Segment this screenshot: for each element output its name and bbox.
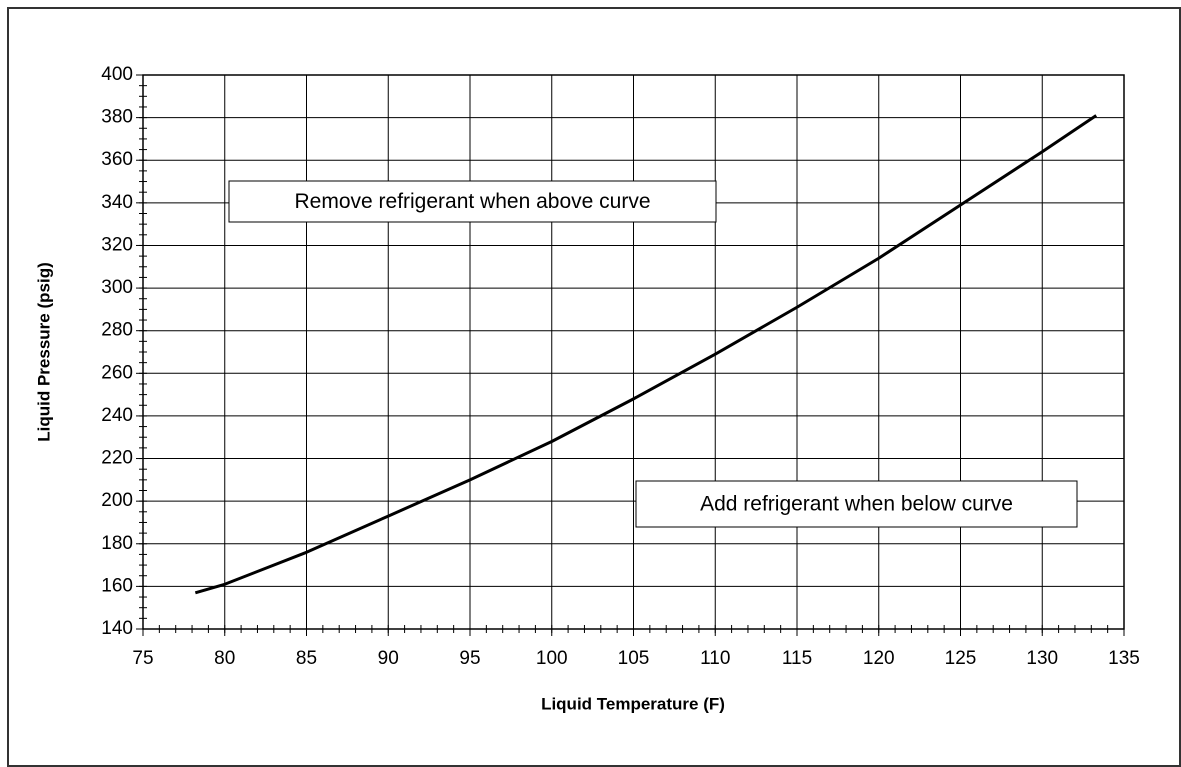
y-tick-label: 360 bbox=[101, 149, 133, 170]
x-tick-label: 95 bbox=[459, 648, 480, 669]
y-axis-title: Liquid Pressure (psig) bbox=[34, 262, 53, 441]
y-tick-label: 180 bbox=[101, 533, 133, 554]
x-tick-label: 110 bbox=[700, 648, 730, 669]
x-tick-label: 75 bbox=[132, 648, 153, 669]
y-tick-label: 140 bbox=[101, 618, 133, 639]
x-tick-label: 130 bbox=[1026, 648, 1058, 669]
y-tick-label: 160 bbox=[101, 575, 133, 596]
x-tick-label: 120 bbox=[863, 648, 895, 669]
y-tick-label: 280 bbox=[101, 320, 133, 341]
y-tick-label: 300 bbox=[101, 277, 133, 298]
y-tick-label: 200 bbox=[101, 490, 133, 511]
annotation-box bbox=[635, 480, 1078, 528]
frame bbox=[7, 7, 1181, 767]
y-tick-label: 260 bbox=[101, 362, 133, 383]
y-tick-label: 400 bbox=[101, 64, 133, 85]
annotation: Add refrigerant when below curve bbox=[700, 493, 1013, 516]
plot-border bbox=[142, 74, 1125, 630]
y-tick-label: 220 bbox=[101, 448, 133, 469]
x-tick-label: 125 bbox=[945, 648, 977, 669]
x-tick-label: 115 bbox=[782, 648, 812, 669]
x-axis-title: Liquid Temperature (F) bbox=[541, 694, 725, 713]
x-tick-label: 90 bbox=[378, 648, 399, 669]
annotation-box bbox=[228, 180, 717, 223]
y-tick-label: 340 bbox=[101, 192, 133, 213]
x-tick-label: 105 bbox=[618, 648, 650, 669]
y-tick-label: 240 bbox=[101, 405, 133, 426]
x-tick-label: 135 bbox=[1108, 648, 1140, 669]
x-tick-label: 85 bbox=[296, 648, 317, 669]
y-tick-label: 320 bbox=[101, 234, 133, 255]
annotation: Remove refrigerant when above curve bbox=[294, 190, 650, 213]
x-tick-label: 80 bbox=[214, 648, 235, 669]
x-tick-label: 100 bbox=[536, 648, 568, 669]
curve bbox=[194, 114, 1098, 595]
y-tick-label: 380 bbox=[101, 107, 133, 128]
